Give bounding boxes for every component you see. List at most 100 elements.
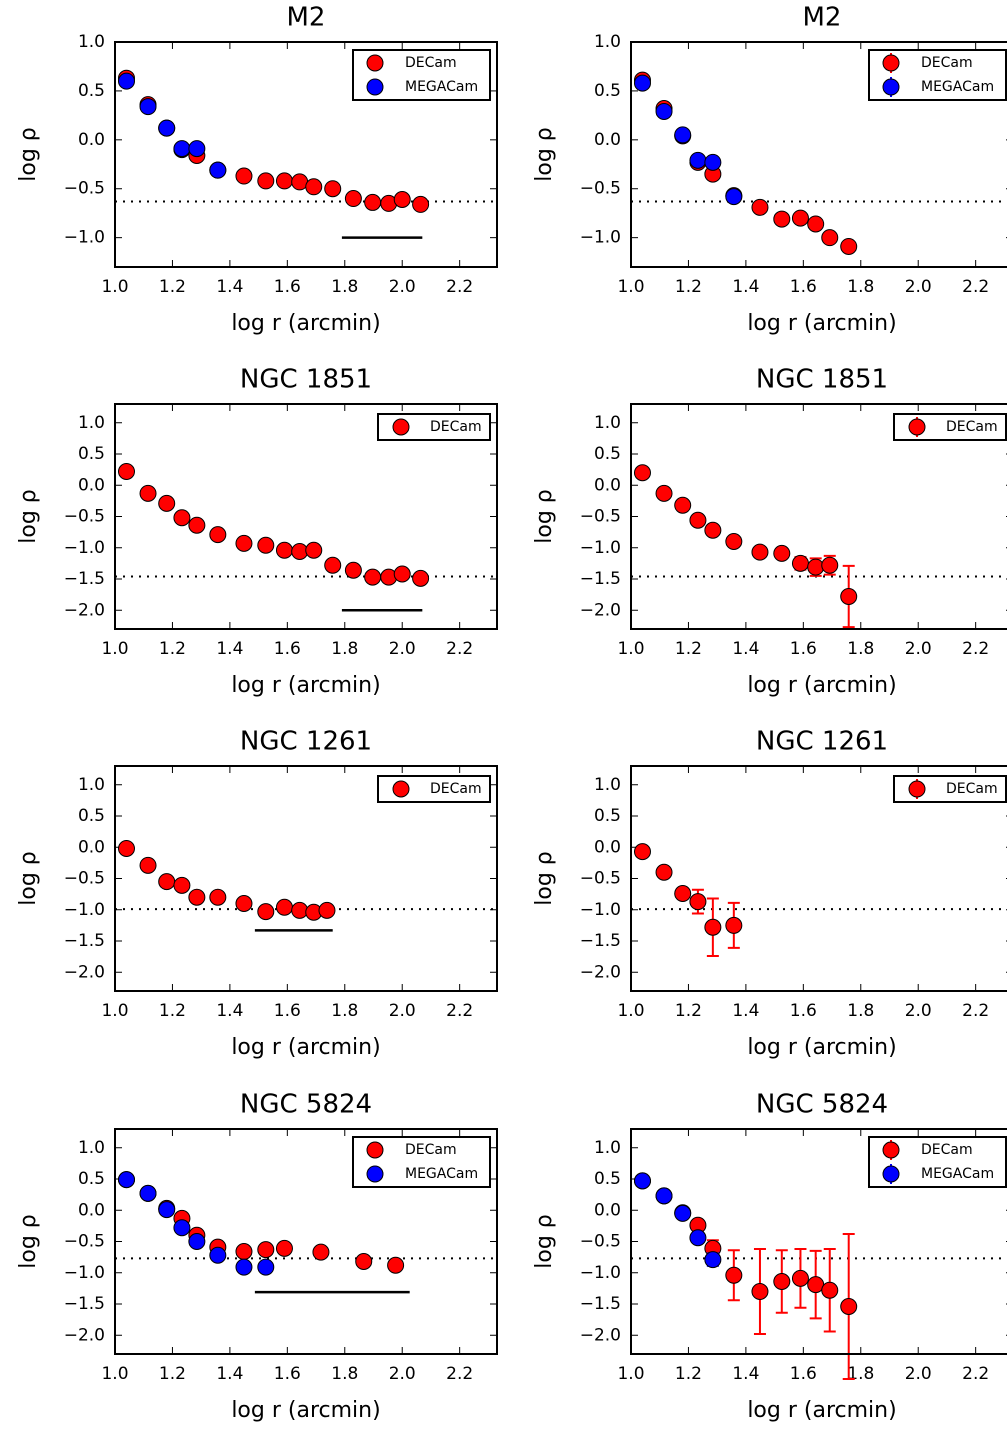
x-axis-label: log r (arcmin) — [747, 673, 896, 698]
data-point — [291, 901, 309, 919]
y-tick-label: 0.0 — [594, 1200, 621, 1220]
y-tick-label: 1.0 — [78, 32, 105, 52]
x-tick-label: 1.0 — [617, 639, 644, 659]
x-axis-label: log r (arcmin) — [231, 311, 380, 336]
x-tick-label: 1.0 — [617, 1001, 644, 1021]
x-tick-label: 1.6 — [274, 1364, 301, 1384]
x-tick-label: 1.4 — [216, 277, 243, 297]
legend-label: MEGACam — [405, 79, 478, 95]
chart-title: NGC 1261 — [240, 727, 372, 757]
x-tick-label: 1.4 — [216, 1364, 243, 1384]
data-point — [158, 119, 176, 137]
subplot: NGC 1261 log r (arcmin) log ρ 1.0 1.2 1.4 1.6 1… — [532, 727, 1007, 1060]
legend-label: MEGACam — [405, 1166, 478, 1182]
legend-marker — [366, 1165, 384, 1183]
y-tick-label: −0.5 — [580, 869, 621, 889]
x-tick-label: 1.0 — [617, 277, 644, 297]
data-point — [393, 565, 411, 583]
legend-label: MEGACam — [921, 1166, 994, 1182]
y-tick-label: −0.5 — [580, 179, 621, 199]
data-point — [387, 1256, 405, 1274]
data-point — [791, 1269, 809, 1287]
y-axis-label: log ρ — [16, 489, 41, 544]
x-tick-label: 2.2 — [446, 277, 473, 297]
data-point — [821, 556, 839, 574]
y-tick-label: −1.5 — [580, 931, 621, 951]
x-tick-label: 1.6 — [790, 1364, 817, 1384]
subplot: M2 log r (arcmin) log ρ 1.0 1.2 1.4 1.6 1.8 2.0 2… — [532, 3, 1007, 336]
data-point — [773, 544, 791, 562]
x-tick-label: 1.6 — [790, 277, 817, 297]
data-point — [674, 1204, 692, 1222]
data-point — [275, 1239, 293, 1257]
x-tick-label: 1.4 — [732, 639, 759, 659]
data-point — [751, 1283, 769, 1300]
y-tick-label: −1.5 — [580, 569, 621, 589]
legend-label: DECam — [946, 419, 998, 435]
x-axis-label: log r (arcmin) — [231, 1035, 380, 1060]
legend: DECam MEGACam — [352, 49, 491, 101]
y-tick-label: −1.5 — [580, 1294, 621, 1314]
y-tick-label: −2.0 — [580, 1325, 621, 1345]
plot-frame — [114, 1128, 498, 1355]
data-point — [275, 541, 293, 559]
x-tick-label: 2.2 — [962, 1001, 989, 1021]
x-tick-label: 1.0 — [101, 277, 128, 297]
x-tick-label: 1.8 — [331, 639, 358, 659]
data-point — [158, 873, 176, 891]
legend-label: DECam — [430, 781, 482, 797]
chart-title: NGC 1261 — [756, 727, 888, 757]
data-point — [257, 1241, 275, 1259]
data-point — [344, 190, 362, 208]
data-point — [312, 1243, 330, 1261]
legend: DECam MEGACam — [868, 1136, 1007, 1188]
data-point — [291, 543, 309, 560]
data-point — [791, 554, 809, 572]
data-point — [674, 496, 692, 514]
x-tick-label: 1.0 — [101, 1364, 128, 1384]
data-point — [318, 901, 336, 919]
x-tick-label: 2.0 — [905, 1001, 932, 1021]
data-point — [840, 588, 858, 605]
data-point — [117, 840, 135, 857]
x-tick-label: 1.4 — [732, 1001, 759, 1021]
y-tick-label: 0.5 — [594, 81, 621, 101]
data-point — [324, 180, 342, 198]
legend-label: DECam — [405, 55, 457, 71]
subplot: NGC 1851 log r (arcmin) log ρ 1.0 1.2 1.4 1.6 1… — [532, 365, 1007, 698]
plot-frame — [630, 41, 1007, 268]
x-tick-label: 1.0 — [101, 639, 128, 659]
data-point — [275, 898, 293, 916]
y-tick-label: 1.0 — [594, 775, 621, 795]
legend-marker — [882, 54, 900, 72]
data-point — [689, 1229, 707, 1247]
data-point — [117, 1171, 135, 1189]
data-point — [235, 895, 253, 912]
legend-marker — [908, 418, 926, 436]
y-tick-label: 0.0 — [594, 837, 621, 857]
x-axis-label: log r (arcmin) — [747, 1035, 896, 1060]
legend: DECam MEGACam — [352, 1136, 491, 1188]
x-tick-label: 1.2 — [675, 277, 702, 297]
data-point — [139, 484, 157, 502]
y-tick-label: −2.0 — [580, 962, 621, 982]
y-tick-label: 0.5 — [594, 806, 621, 826]
x-tick-label: 2.0 — [389, 639, 416, 659]
legend-marker — [882, 1141, 900, 1159]
y-tick-label: 0.0 — [78, 1200, 105, 1220]
data-point — [117, 72, 135, 90]
y-tick-label: 0.5 — [78, 1169, 105, 1189]
plot-frame — [114, 41, 498, 268]
legend-marker — [366, 78, 384, 96]
data-point — [773, 210, 791, 228]
plot-frame — [630, 1128, 1007, 1355]
y-tick-label: 0.0 — [78, 130, 105, 150]
data-point — [305, 541, 323, 559]
data-point — [689, 893, 707, 911]
data-point — [173, 140, 191, 158]
data-point — [275, 172, 293, 190]
data-point — [257, 172, 275, 190]
data-point — [364, 568, 382, 586]
data-point — [655, 484, 673, 502]
